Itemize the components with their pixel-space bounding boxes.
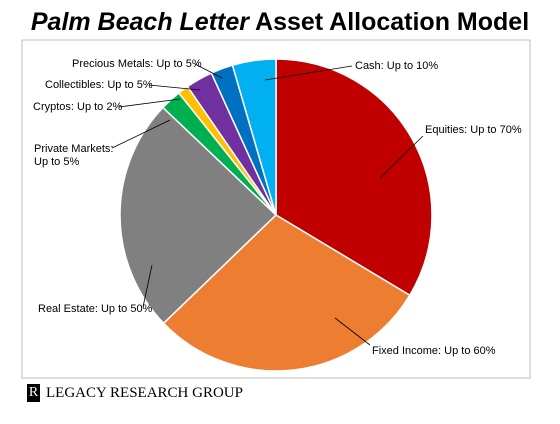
pie-slice xyxy=(119,106,278,325)
leader-line xyxy=(379,135,424,179)
slice-label: Collectibles: Up to 5% xyxy=(45,79,153,91)
pie-slice xyxy=(162,214,411,372)
chart-frame xyxy=(21,39,531,379)
pie-slice xyxy=(231,58,277,216)
leader-line xyxy=(194,63,223,79)
leader-line xyxy=(118,98,181,108)
pie-slice xyxy=(275,58,433,297)
leader-line xyxy=(142,264,153,308)
logo-mark: R xyxy=(27,384,40,402)
slice-label: Real Estate: Up to 50% xyxy=(38,303,153,315)
chart-title: Palm Beach Letter Asset Allocation Model xyxy=(0,8,560,37)
slice-label: Equities: Up to 70% xyxy=(425,124,522,136)
slice-label: Fixed Income: Up to 60% xyxy=(372,345,496,357)
slice-label: Precious Metals: Up to 5% xyxy=(72,58,202,70)
leader-line xyxy=(334,317,371,346)
slice-label: Cryptos: Up to 2% xyxy=(33,101,123,113)
title-text: Asset Allocation Model xyxy=(255,8,530,36)
title-emphasis: Palm Beach Letter xyxy=(30,8,249,36)
slice-label: Private Markets: Up to 5% xyxy=(34,143,114,168)
leader-line xyxy=(111,119,171,149)
leader-line xyxy=(264,65,353,81)
slice-label: Cash: Up to 10% xyxy=(355,60,439,72)
leader-line xyxy=(148,84,201,91)
footer: R LEGACY RESEARCH GROUP xyxy=(27,384,243,402)
footer-text: LEGACY RESEARCH GROUP xyxy=(46,384,243,401)
